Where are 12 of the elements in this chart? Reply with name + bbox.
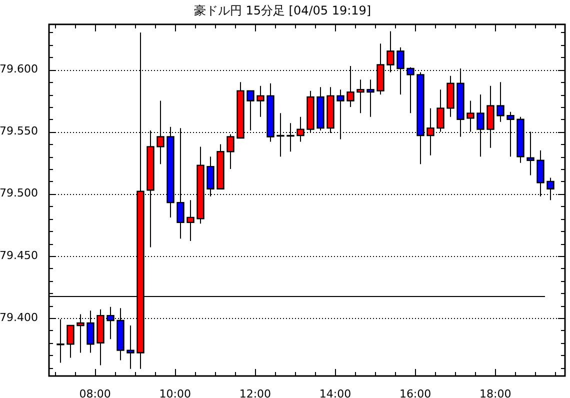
y-tick-label: 79.600: [0, 62, 38, 76]
x-tick-label: 10:00: [159, 387, 191, 398]
x-tick-label: 18:00: [479, 387, 512, 398]
x-tick-label: 14:00: [319, 387, 352, 398]
y-tick-label: 79.450: [0, 248, 38, 262]
x-tick-label: 16:00: [399, 387, 432, 398]
x-tick-label: 08:00: [79, 387, 111, 398]
y-tick-label: 79.500: [0, 186, 38, 200]
x-tick-label: 12:00: [239, 387, 272, 398]
y-tick-label: 79.400: [0, 310, 38, 324]
y-tick-label: 79.550: [0, 124, 38, 138]
chart-title: 豪ドル円 15分足 [04/05 19:19]: [194, 3, 372, 18]
